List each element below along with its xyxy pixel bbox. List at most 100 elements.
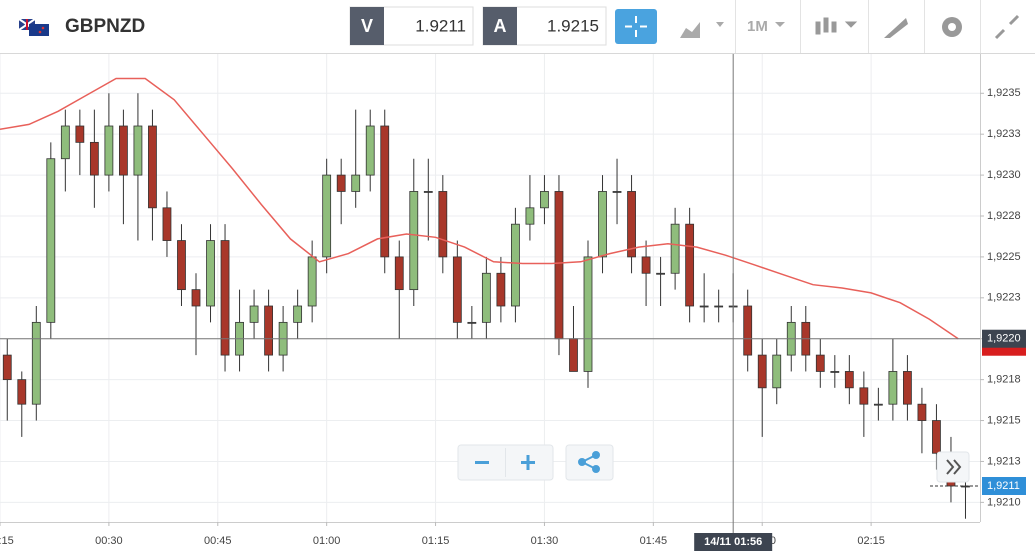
settings-button[interactable]: [942, 17, 962, 37]
x-tick-label: 01:30: [531, 535, 559, 547]
candle-body: [2, 354, 12, 381]
x-tick-label: 01:00: [313, 535, 341, 547]
x-tick-label: 02:15: [857, 535, 885, 547]
x-tick-label: 00:30: [95, 535, 123, 547]
candle-body: [511, 223, 520, 307]
crosshair-price-tag: [982, 329, 1026, 348]
y-tick-label: 1,9233: [987, 128, 1021, 140]
candle-body: [31, 321, 41, 405]
candle-body: [627, 191, 636, 258]
candle-body: [148, 125, 157, 209]
candle-body: [830, 371, 840, 373]
candle-body: [119, 125, 128, 176]
candle-body: [438, 191, 448, 258]
timeframe-caret: [775, 22, 785, 27]
symbol: GBPNZD: [65, 16, 145, 37]
bid-price: 1.9211: [415, 16, 466, 35]
share-button[interactable]: [565, 444, 614, 481]
candle-body: [656, 272, 665, 275]
y-tick-label: 1,9223: [987, 292, 1021, 304]
candle-body: [917, 403, 927, 421]
overlay: 1,9220 14/11 01:56 1,9211: [0, 54, 1026, 551]
candle-body: [859, 387, 869, 405]
crosshair-icon: [625, 16, 647, 37]
candle-body: [17, 379, 27, 405]
candle-body: [365, 125, 375, 176]
candle-body: [757, 354, 767, 389]
candle-body: [932, 420, 941, 454]
candle-body: [569, 338, 578, 372]
candle-body: [685, 223, 695, 307]
x-tick-label: 00:15: [0, 535, 14, 547]
draw-button[interactable]: [884, 18, 908, 38]
candle-body: [496, 272, 506, 307]
y-tick-label: 1,9218: [987, 374, 1021, 386]
candle-body: [583, 256, 593, 372]
scroll-icon: [946, 459, 962, 475]
candle-body: [60, 125, 70, 160]
flag: [18, 18, 49, 36]
candle-body: [409, 191, 419, 291]
candle-body: [177, 240, 186, 291]
candle-body: [380, 125, 390, 258]
crosshair-price-label: 1,9220: [987, 333, 1021, 345]
zoom-in-button[interactable]: [521, 455, 535, 470]
candle-body: [249, 305, 259, 323]
candle-body: [191, 289, 201, 307]
candle-body: [844, 371, 854, 389]
y-tick-label: 1,9235: [987, 87, 1021, 99]
y-tick-label: 1,9230: [987, 169, 1021, 181]
collapse-button[interactable]: [994, 14, 1020, 40]
candle-body: [641, 256, 651, 274]
candle-body: [612, 191, 622, 193]
last-price-tag: [982, 477, 1026, 495]
candle-body: [104, 125, 114, 176]
timeframe-button[interactable]: 1M: [747, 18, 768, 35]
bid-tag: [350, 7, 384, 45]
candle-body: [307, 256, 317, 307]
bid-label: V: [361, 16, 373, 36]
candle-body: [162, 207, 172, 241]
crosshair-button[interactable]: [615, 9, 657, 44]
crosshair-time-label: 14/11 01:56: [704, 536, 762, 548]
candle-body: [467, 321, 477, 324]
ask-price: 1.9215: [547, 16, 599, 35]
candle-body: [452, 256, 462, 323]
y-tick-label: 1,9213: [987, 455, 1021, 467]
candle-body: [89, 141, 99, 176]
candle-body: [423, 191, 433, 193]
candle-body: [206, 240, 215, 307]
candle-body: [772, 354, 782, 389]
candle-body: [394, 256, 404, 291]
ask-label: A: [494, 16, 507, 36]
share-icon: [578, 451, 600, 473]
candle-body: [815, 354, 825, 372]
candle-body: [351, 174, 361, 192]
plot: [0, 77, 970, 519]
moving-average: [0, 77, 959, 340]
candle-body: [743, 305, 753, 356]
crosshair-time-tag: [694, 533, 773, 551]
candle-body: [873, 403, 883, 406]
candle-body: [293, 305, 303, 323]
x-tick-label: 00:45: [204, 535, 232, 547]
candle-body: [540, 191, 549, 209]
ask-tag: [483, 7, 517, 45]
candle-body: [714, 305, 724, 308]
last-price-label: 1,9211: [987, 480, 1020, 492]
chart-type-button[interactable]: [680, 22, 724, 38]
candle-body: [598, 191, 607, 258]
candle-body: [670, 223, 680, 274]
candle-body: [264, 305, 273, 356]
candle-body: [903, 371, 912, 405]
x-tick-label: 01:15: [422, 535, 450, 547]
candles-button[interactable]: [815, 17, 858, 35]
candle-body: [699, 305, 709, 308]
candle-body: [525, 207, 535, 225]
candle-body: [220, 240, 230, 356]
candle-body: [554, 191, 564, 340]
candle-body: [481, 272, 491, 323]
candle-body: [75, 125, 85, 143]
